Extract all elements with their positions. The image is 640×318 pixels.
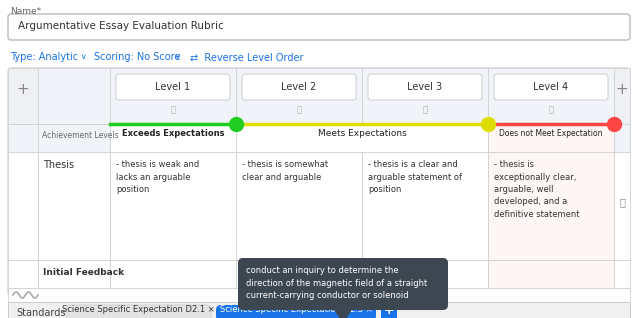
Bar <box>236 124 488 152</box>
Bar <box>488 260 614 288</box>
Bar <box>110 152 236 260</box>
Text: ⇄  Reverse Level Order: ⇄ Reverse Level Order <box>190 52 303 62</box>
Text: ⛌: ⛌ <box>170 106 175 114</box>
Text: Achievement Levels: Achievement Levels <box>42 131 118 140</box>
Bar <box>8 302 630 318</box>
Text: Level 4: Level 4 <box>533 82 568 92</box>
Text: Thesis: Thesis <box>43 160 74 170</box>
Text: Name*: Name* <box>10 7 41 16</box>
Bar <box>488 68 614 124</box>
Bar <box>236 260 362 288</box>
Text: Argumentative Essay Evaluation Rubric: Argumentative Essay Evaluation Rubric <box>18 21 224 31</box>
Text: conduct an inquiry to determine the
direction of the magnetic field of a straigh: conduct an inquiry to determine the dire… <box>246 266 428 300</box>
Bar <box>236 152 362 260</box>
FancyBboxPatch shape <box>8 14 630 40</box>
Bar <box>8 260 38 288</box>
Bar <box>614 68 630 124</box>
Bar <box>38 124 110 152</box>
Text: Standards: Standards <box>16 308 65 318</box>
Bar <box>614 152 630 260</box>
Bar <box>38 68 110 124</box>
Text: ⛌: ⛌ <box>619 197 625 207</box>
Bar <box>488 152 614 260</box>
FancyBboxPatch shape <box>66 305 211 318</box>
Text: Science Specific Expectation D2.5 ×: Science Specific Expectation D2.5 × <box>220 306 372 315</box>
FancyBboxPatch shape <box>8 68 630 296</box>
Bar <box>8 124 38 152</box>
Bar <box>614 124 630 152</box>
Text: Does not Meet Expectation: Does not Meet Expectation <box>499 129 603 139</box>
Text: +: + <box>384 303 394 316</box>
FancyBboxPatch shape <box>238 258 448 310</box>
Bar <box>362 152 488 260</box>
Polygon shape <box>335 310 351 318</box>
Bar <box>110 124 236 152</box>
Text: Meets Expectations: Meets Expectations <box>317 129 406 139</box>
Bar <box>8 288 630 302</box>
Text: Science Specific Expectation D2.1 ×: Science Specific Expectation D2.1 × <box>62 306 215 315</box>
Text: - thesis is somewhat
clear and arguable: - thesis is somewhat clear and arguable <box>242 160 328 182</box>
FancyBboxPatch shape <box>494 74 608 100</box>
FancyBboxPatch shape <box>242 74 356 100</box>
Bar <box>38 260 110 288</box>
Bar <box>362 260 488 288</box>
Bar <box>614 260 630 288</box>
Text: ⛌: ⛌ <box>422 106 428 114</box>
Text: - thesis is a clear and
arguable statement of
position: - thesis is a clear and arguable stateme… <box>368 160 462 194</box>
Bar <box>8 152 38 260</box>
Text: Scoring: No Score: Scoring: No Score <box>94 52 180 62</box>
Text: - thesis is
exceptionally clear,
arguable, well
developed, and a
definitive stat: - thesis is exceptionally clear, arguabl… <box>494 160 579 219</box>
FancyBboxPatch shape <box>381 305 397 318</box>
Bar <box>488 124 614 152</box>
Bar <box>236 68 362 124</box>
FancyBboxPatch shape <box>216 305 376 318</box>
Text: +: + <box>616 82 628 98</box>
Text: ∨: ∨ <box>78 52 87 61</box>
Text: ⛌: ⛌ <box>296 106 301 114</box>
Text: +: + <box>17 82 29 98</box>
Text: Level 2: Level 2 <box>282 82 317 92</box>
Bar <box>110 68 236 124</box>
Text: ∨: ∨ <box>172 52 180 61</box>
Bar <box>110 260 236 288</box>
FancyBboxPatch shape <box>368 74 482 100</box>
Text: Level 3: Level 3 <box>408 82 443 92</box>
Text: Level 1: Level 1 <box>156 82 191 92</box>
Text: Type: Analytic: Type: Analytic <box>10 52 78 62</box>
Text: - thesis is weak and
lacks an arguable
position: - thesis is weak and lacks an arguable p… <box>116 160 199 194</box>
Bar <box>8 68 38 124</box>
Text: Initial Feedback: Initial Feedback <box>43 268 124 277</box>
Text: Exceeds Expectations: Exceeds Expectations <box>122 129 224 139</box>
Bar <box>362 68 488 124</box>
Bar <box>38 152 110 260</box>
FancyBboxPatch shape <box>116 74 230 100</box>
Text: ⛌: ⛌ <box>548 106 554 114</box>
